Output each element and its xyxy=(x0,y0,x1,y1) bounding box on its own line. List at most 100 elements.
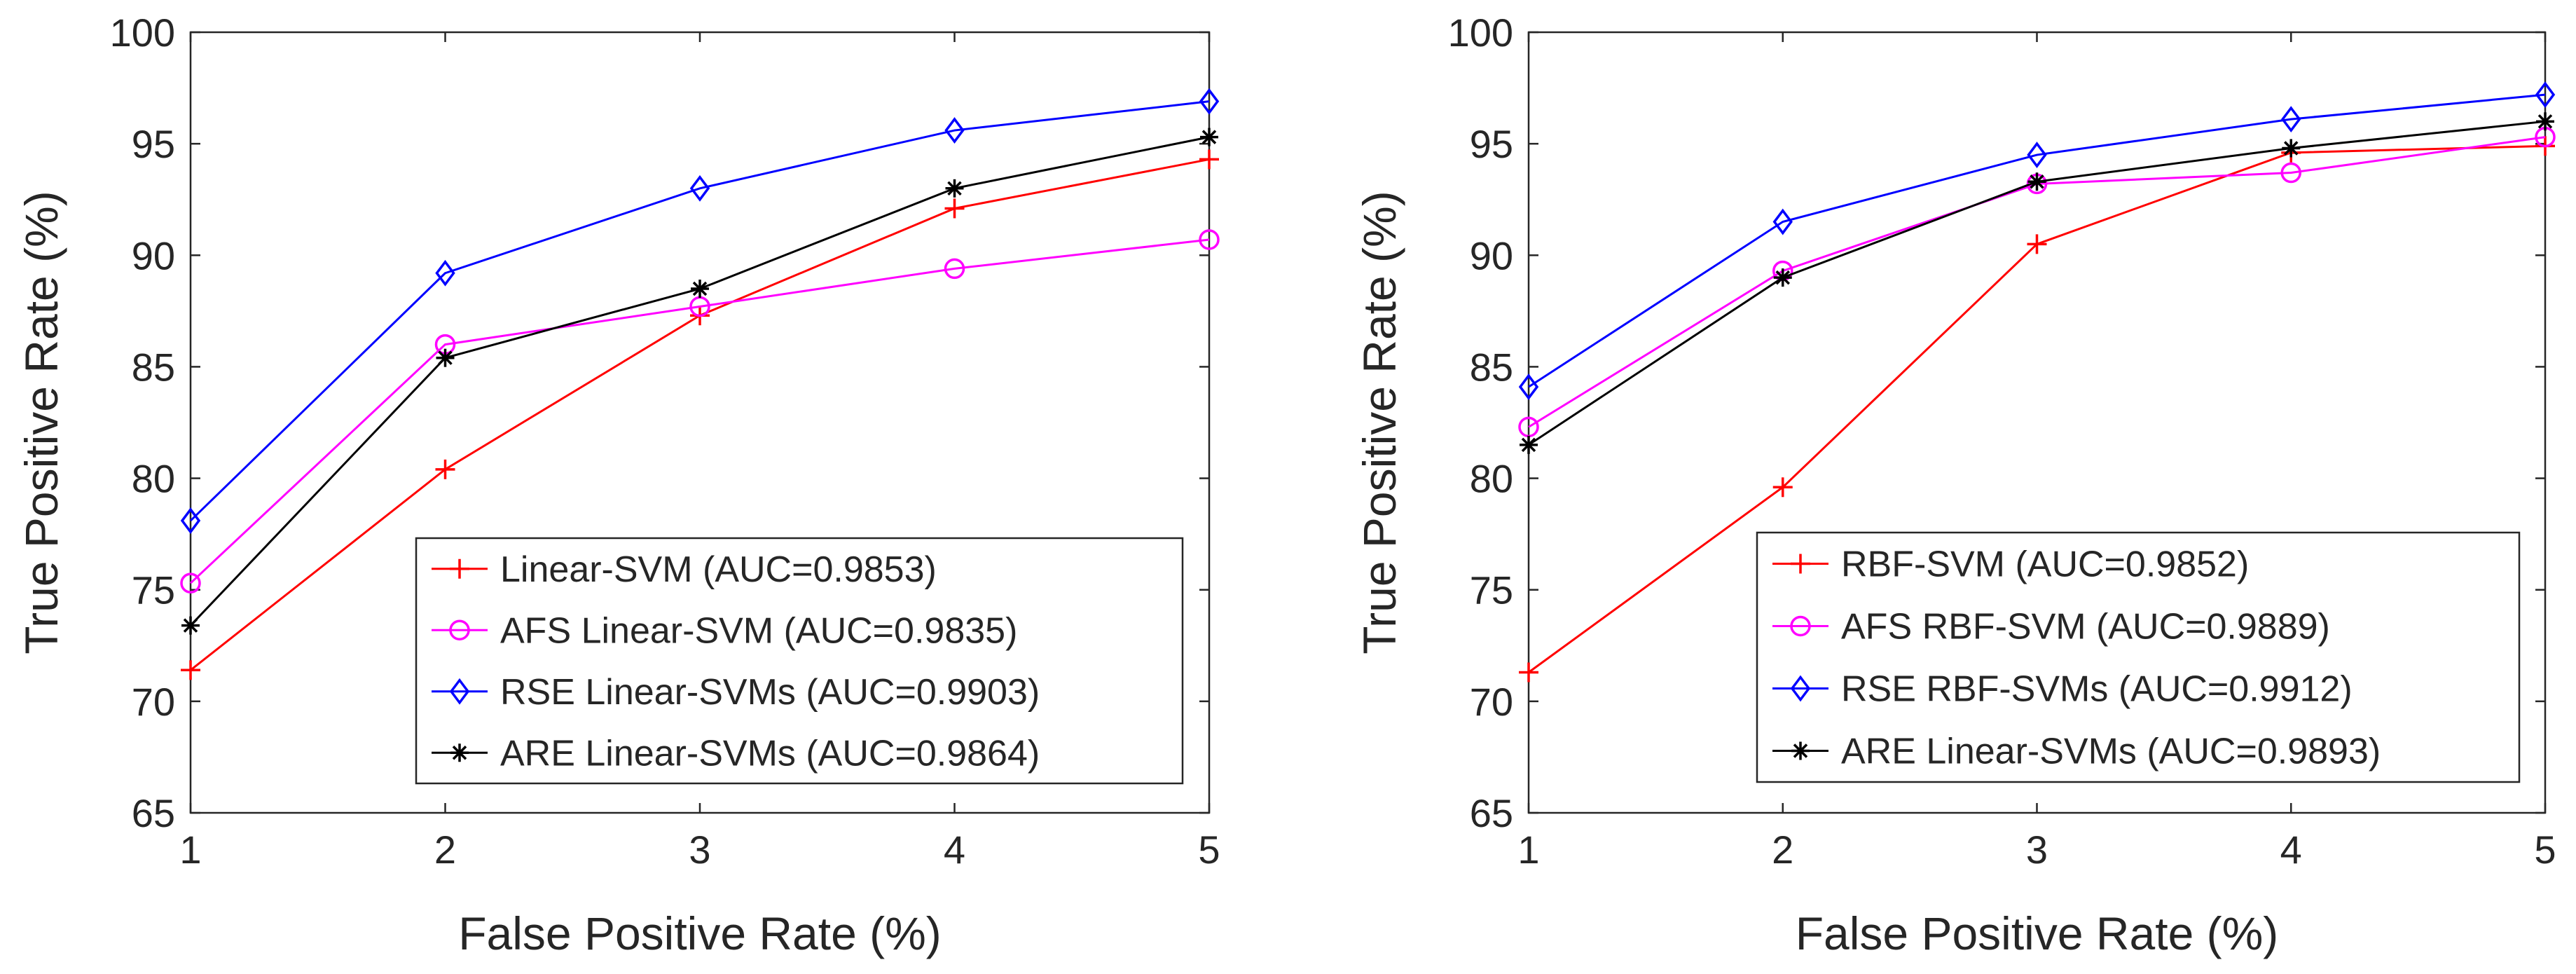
data-point xyxy=(1520,435,1538,454)
data-point xyxy=(2280,162,2301,184)
data-point xyxy=(1518,373,1539,400)
marker-diamond xyxy=(1772,208,1793,235)
data-point xyxy=(2027,142,2047,168)
data-point xyxy=(2027,172,2046,191)
legend-label: Linear-SVM (AUC=0.9853) xyxy=(500,549,937,590)
series-line xyxy=(1528,93,2546,388)
legend-marker xyxy=(449,619,470,640)
legend-item: ARE Linear-SVMs (AUC=0.9893) xyxy=(1772,732,2381,772)
y-tick-label: 90 xyxy=(1470,233,1513,277)
x-tick-label: 5 xyxy=(2534,828,2556,872)
marker-circle xyxy=(449,619,470,640)
marker-stroke xyxy=(2537,114,2553,129)
y-tick-label: 75 xyxy=(1470,568,1513,612)
data-point xyxy=(1199,88,1220,115)
legend-marker xyxy=(1790,675,1811,702)
marker-stroke xyxy=(452,746,467,760)
marker-stroke xyxy=(692,281,708,296)
marker-diamond xyxy=(1199,88,1220,115)
y-tick-label: 65 xyxy=(132,791,175,835)
data-point xyxy=(944,198,965,219)
data-point xyxy=(2535,81,2556,109)
y-tick-label: 85 xyxy=(132,345,175,389)
y-tick-label: 85 xyxy=(1470,345,1513,389)
x-tick-label: 3 xyxy=(2026,828,2048,872)
y-tick-label: 75 xyxy=(132,568,175,612)
legend-label: RSE RBF-SVMs (AUC=0.9912) xyxy=(1841,669,2353,710)
data-point xyxy=(435,259,455,287)
data-point xyxy=(1772,477,1793,498)
legend-label: AFS Linear-SVM (AUC=0.9835) xyxy=(500,610,1017,651)
chart-left: 1 2 3 4 5 65 70 75 80 85 90 95 100 False Positive Rat… xyxy=(15,11,1220,959)
x-axis-label: False Positive Rate (%) xyxy=(458,907,942,959)
legend-item: RBF-SVM (AUC=0.9852) xyxy=(1772,544,2249,585)
series-line xyxy=(189,238,1210,584)
marker-circle xyxy=(1790,615,1811,637)
data-point xyxy=(691,280,709,299)
data-point xyxy=(1199,229,1220,250)
data-point xyxy=(689,174,710,202)
data-point xyxy=(181,616,200,635)
marker-stroke xyxy=(947,181,962,196)
x-tick-label: 3 xyxy=(689,828,710,872)
marker-diamond xyxy=(435,259,455,287)
data-point xyxy=(944,258,965,280)
legend-marker xyxy=(450,558,469,579)
marker-stroke xyxy=(438,350,453,365)
marker-stroke xyxy=(1793,743,1808,758)
data-point xyxy=(1200,128,1218,146)
y-tick-label: 95 xyxy=(1470,122,1513,166)
series-rse-rbf-svms-auc-0-9912 xyxy=(1518,81,2556,400)
y-axis-label: True Positive Rate (%) xyxy=(1354,191,1405,654)
data-point xyxy=(2536,112,2554,131)
data-point xyxy=(181,660,200,680)
legend-item: Linear-SVM (AUC=0.9853) xyxy=(432,549,937,590)
legend-marker xyxy=(449,678,470,705)
legend: Linear-SVM (AUC=0.9853) AFS Linear-SVM (A… xyxy=(415,537,1184,785)
x-axis-label: False Positive Rate (%) xyxy=(1796,907,2279,959)
marker-diamond xyxy=(449,678,470,705)
y-tick-label: 70 xyxy=(132,680,175,724)
x-tick-label: 2 xyxy=(434,828,456,872)
legend-item: RSE RBF-SVMs (AUC=0.9912) xyxy=(1772,669,2353,710)
marker-diamond xyxy=(2281,106,2301,133)
legend-item: RSE Linear-SVMs (AUC=0.9903) xyxy=(432,672,1040,713)
marker-diamond xyxy=(180,507,201,534)
x-tick-label: 2 xyxy=(1772,828,1793,872)
data-point xyxy=(1519,662,1538,683)
data-point xyxy=(180,572,201,594)
data-point xyxy=(1199,149,1219,170)
data-point xyxy=(180,507,201,534)
marker-stroke xyxy=(2284,141,2299,156)
marker-stroke xyxy=(183,618,198,633)
legend-label: ARE Linear-SVMs (AUC=0.9864) xyxy=(500,733,1040,774)
y-tick-label: 80 xyxy=(132,457,175,501)
marker-stroke xyxy=(1521,437,1536,453)
marker-circle xyxy=(2280,162,2301,184)
y-tick-label: 100 xyxy=(110,11,175,55)
marker-diamond xyxy=(1790,675,1811,702)
legend-marker xyxy=(1791,554,1810,574)
legend-item: ARE Linear-SVMs (AUC=0.9864) xyxy=(432,733,1040,774)
y-tick-label: 90 xyxy=(132,233,175,277)
marker-diamond xyxy=(689,174,710,202)
y-tick-label: 80 xyxy=(1470,457,1513,501)
y-axis-label: True Positive Rate (%) xyxy=(15,191,67,654)
x-tick-label: 1 xyxy=(1517,828,1539,872)
marker-diamond xyxy=(944,117,965,144)
y-tick-label: 70 xyxy=(1470,680,1513,724)
legend-marker xyxy=(1790,615,1811,637)
data-point xyxy=(2282,139,2301,158)
x-tick-label: 1 xyxy=(179,828,201,872)
legend-label: ARE Linear-SVMs (AUC=0.9893) xyxy=(1841,732,2381,772)
data-point xyxy=(944,117,965,144)
data-point xyxy=(2281,106,2301,133)
marker-circle xyxy=(944,258,965,280)
x-tick-label: 4 xyxy=(944,828,965,872)
legend-box xyxy=(1756,531,2521,783)
chart-right: 1 2 3 4 5 65 70 75 80 85 90 95 100 False Positive Rat… xyxy=(1354,11,2556,959)
data-point xyxy=(1772,208,1793,235)
data-point xyxy=(436,348,455,367)
legend-label: RSE Linear-SVMs (AUC=0.9903) xyxy=(500,672,1040,713)
legend: RBF-SVM (AUC=0.9852) AFS RBF-SVM (AUC=0.9… xyxy=(1756,531,2521,783)
